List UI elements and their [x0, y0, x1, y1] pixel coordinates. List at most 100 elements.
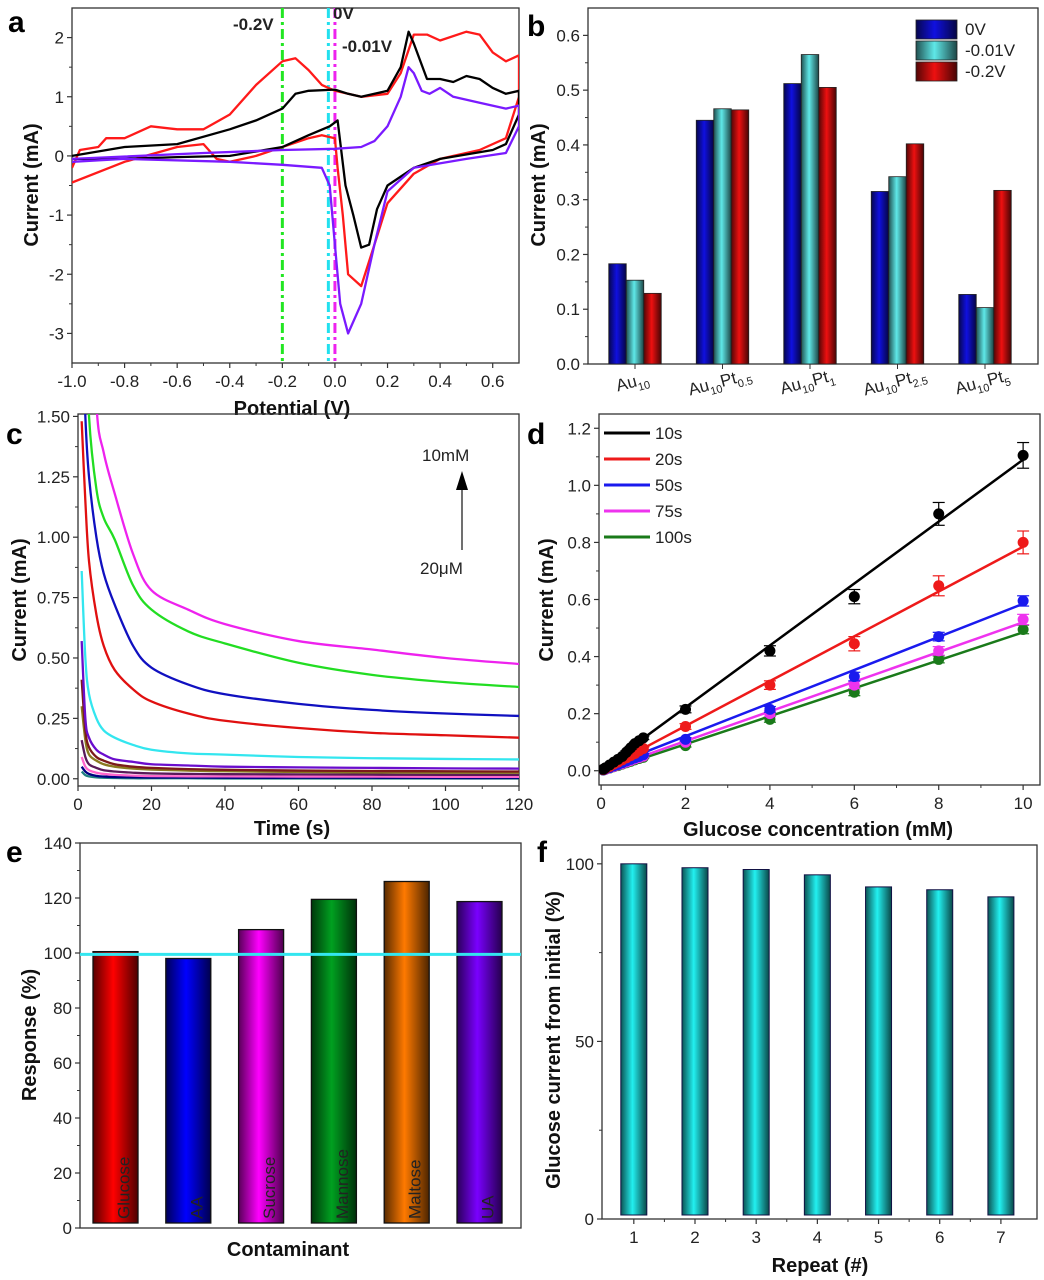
y-tick-label: 80: [53, 999, 72, 1018]
bar-0V-Au10Pt1: [783, 83, 802, 365]
y-tick-label: 0.2: [567, 705, 591, 724]
current-decay-curve: [80, 570, 519, 761]
bar--0.2V-Au10Pt0.5: [730, 109, 750, 365]
x-tick-label: -1.0: [57, 372, 86, 391]
bar-label-ua: UA: [479, 1195, 498, 1219]
legend-swatch: [915, 40, 958, 61]
y-tick-label: 0.2: [556, 245, 580, 264]
x-tick-label: -0.4: [215, 372, 244, 391]
annotation-20uM: 20μM: [420, 559, 463, 578]
bar-repeat-2: [681, 867, 709, 1216]
c-frame: [77, 413, 520, 787]
y-axis-title: Current (mA): [536, 538, 558, 661]
x-tick-label: 0: [73, 795, 82, 814]
f-frame: [601, 844, 1038, 1220]
y-tick-label: 100: [44, 944, 72, 963]
bar-label-maltose: Maltose: [406, 1159, 425, 1219]
current-decay-curve: [80, 641, 519, 770]
current-decay-curve: [80, 739, 519, 777]
y-tick-label: 50: [575, 1032, 594, 1051]
legend-label: 75s: [655, 502, 682, 521]
potential-marker-label: -0.2V: [233, 15, 274, 34]
x-tick-label: 60: [289, 795, 308, 814]
x-tick-label: Au10: [614, 368, 652, 399]
y-axis-title: Current (mA): [21, 123, 43, 246]
y-tick-label: 0: [585, 1210, 594, 1229]
y-tick-label: -1: [49, 206, 64, 225]
x-tick-label: 0.4: [428, 372, 452, 391]
x-tick-label: 8: [934, 794, 943, 813]
data-point: [1017, 449, 1029, 461]
x-tick-label: 0.0: [323, 372, 347, 391]
bar-repeat-3: [742, 869, 770, 1216]
bar-repeat-7: [987, 896, 1015, 1216]
cv-curve-0: [72, 30, 519, 288]
x-tick-label: Au10Pt2.5: [861, 364, 929, 403]
data-point: [1017, 536, 1029, 548]
y-tick-label: 1.2: [567, 419, 591, 438]
x-tick-label: Au10Pt0.5: [686, 364, 754, 403]
panel-label-c: c: [6, 418, 23, 451]
legend-label: -0.01V: [965, 41, 1016, 60]
y-tick-label: -2: [49, 265, 64, 284]
x-tick-label: 7: [996, 1228, 1005, 1247]
x-axis-title: Repeat (#): [772, 1255, 869, 1277]
bar-0V-Au10Pt2.5: [870, 191, 890, 365]
x-tick-label: 0: [596, 794, 605, 813]
panel-label-d: d: [527, 418, 545, 451]
chart-a-cyclic-voltammetry: -0.2V -0.01V 0V -3 -2 -1 0 1 2 -1.0 -0.8 -0.6 -0.4 -0…: [21, 4, 520, 420]
bar-0V-Au10Pt0.5: [695, 119, 715, 365]
chart-d-calibration: 10s 20s 50s 75s 100s 0.0 0.2 0.4 0.6 0.8 1.0 1.2 0 2 4…: [536, 413, 1041, 841]
y-tick-label: 0.4: [556, 136, 580, 155]
x-tick-label: 80: [363, 795, 382, 814]
x-tick-label: 6: [935, 1228, 944, 1247]
x-tick-label: -0.6: [163, 372, 192, 391]
x-tick-label: 120: [505, 795, 533, 814]
x-tick-label: 3: [751, 1228, 760, 1247]
potential-marker-label: -0.01V: [342, 37, 393, 56]
annotation-10mM: 10mM: [422, 446, 469, 465]
y-tick-label: 40: [53, 1109, 72, 1128]
y-tick-label: 0: [63, 1219, 72, 1238]
current-decay-curve: [80, 706, 519, 774]
x-tick-label: 2: [690, 1228, 699, 1247]
y-tick-label: 0.25: [37, 709, 70, 728]
x-tick-label: Au10Pt1: [778, 366, 837, 403]
bar--0.01V-Au10Pt0.5: [713, 108, 732, 365]
panel-label-f: f: [537, 836, 548, 869]
bar-repeat-4: [803, 874, 831, 1216]
y-axis-title: Current (mA): [528, 123, 550, 246]
fit-line: [600, 545, 1024, 772]
y-tick-label: 0.1: [556, 300, 580, 319]
bar-aa: [165, 957, 212, 1224]
y-tick-label: 2: [55, 29, 64, 48]
y-axis-title: Glucose current from initial (%): [543, 891, 565, 1189]
current-decay-curve: [80, 756, 519, 778]
legend-label: -0.2V: [965, 62, 1006, 81]
y-tick-label: 0.50: [37, 649, 70, 668]
y-tick-label: 0.0: [556, 355, 580, 374]
y-tick-label: 0.6: [567, 591, 591, 610]
data-point: [848, 591, 860, 603]
bar-label-sucrose: Sucrose: [260, 1157, 279, 1219]
x-tick-label: 0.6: [481, 372, 505, 391]
arrow-up-icon: [456, 471, 468, 490]
x-tick-label: 20: [142, 795, 161, 814]
fit-line: [600, 602, 1024, 771]
potential-marker-label: 0V: [333, 4, 354, 23]
y-tick-label: 1: [55, 88, 64, 107]
current-decay-curve: [95, 414, 519, 666]
y-tick-label: 20: [53, 1164, 72, 1183]
a-frame: [71, 7, 520, 364]
bar-label-aa: AA: [187, 1196, 206, 1219]
y-tick-label: 0.5: [556, 81, 580, 100]
bar-repeat-1: [620, 863, 648, 1216]
current-decay-curve: [80, 421, 519, 739]
y-tick-label: 1.25: [37, 468, 70, 487]
x-tick-label: 40: [216, 795, 235, 814]
panel-label-a: a: [8, 6, 25, 39]
x-tick-label: 6: [850, 794, 859, 813]
y-axis-title: Current (mA): [9, 538, 31, 661]
panel-label-e: e: [6, 836, 23, 869]
data-point: [848, 671, 860, 683]
